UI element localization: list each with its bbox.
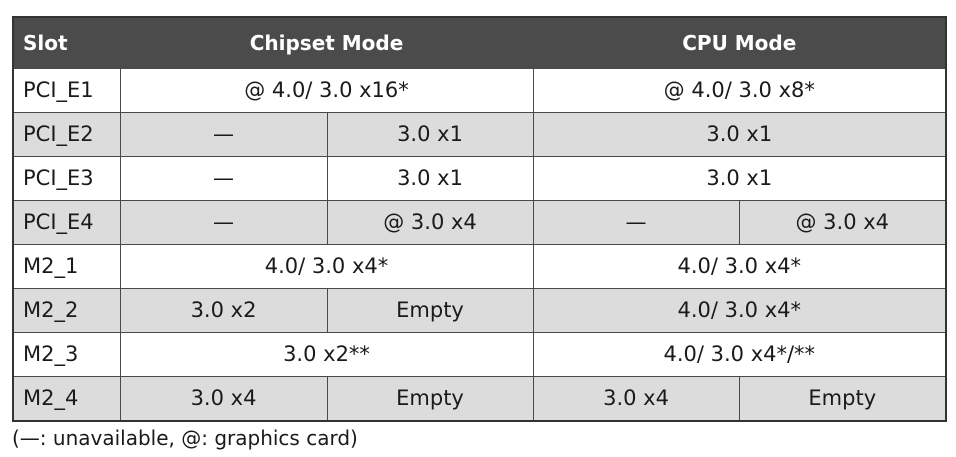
cpu-mode-cell: 4.0/ 3.0 x4*/** (532, 332, 947, 377)
slot-name-cell: PCI_E3 (12, 156, 121, 201)
chipset-mode-cell: @ 3.0 x4 (326, 200, 534, 245)
table-row: PCI_E3 — 3.0 x1 3.0 x1 (12, 156, 947, 201)
slot-name-cell: PCI_E1 (12, 68, 121, 113)
cpu-mode-cell: @ 3.0 x4 (738, 200, 947, 245)
slot-name-cell: M2_2 (12, 288, 121, 333)
chipset-mode-cell: 4.0/ 3.0 x4* (119, 244, 534, 289)
cpu-mode-cell: 3.0 x4 (532, 376, 740, 421)
table-row: M2_1 4.0/ 3.0 x4* 4.0/ 3.0 x4* (12, 244, 947, 289)
slot-name-cell: M2_1 (12, 244, 121, 289)
chipset-mode-cell: 3.0 x4 (119, 376, 328, 421)
slot-name-cell: M2_3 (12, 332, 121, 377)
table-row: M2_3 3.0 x2** 4.0/ 3.0 x4*/** (12, 332, 947, 377)
cpu-mode-cell: Empty (738, 376, 947, 421)
slot-configuration-table: Slot Chipset Mode CPU Mode PCI_E1 @ 4.0/… (12, 16, 948, 422)
table-row: M2_2 3.0 x2 Empty 4.0/ 3.0 x4* (12, 288, 947, 333)
slot-name-cell: M2_4 (12, 376, 121, 421)
cpu-mode-cell: 4.0/ 3.0 x4* (532, 244, 947, 289)
cpu-mode-cell: 3.0 x1 (532, 112, 947, 157)
chipset-mode-cell: — (119, 200, 328, 245)
cpu-mode-column-header: CPU Mode (532, 16, 947, 69)
slot-name-cell: PCI_E4 (12, 200, 121, 245)
cpu-mode-cell: — (532, 200, 740, 245)
table-header-row: Slot Chipset Mode CPU Mode (12, 16, 947, 69)
chipset-mode-cell: 3.0 x1 (326, 156, 534, 201)
chipset-mode-cell: Empty (326, 288, 534, 333)
table-row: PCI_E2 — 3.0 x1 3.0 x1 (12, 112, 947, 157)
table-legend: (—: unavailable, @: graphics card) (12, 426, 358, 450)
cpu-mode-cell: 4.0/ 3.0 x4* (532, 288, 947, 333)
chipset-mode-cell: — (119, 156, 328, 201)
chipset-mode-cell: @ 4.0/ 3.0 x16* (119, 68, 534, 113)
chipset-mode-cell: 3.0 x2 (119, 288, 328, 333)
table-row: M2_4 3.0 x4 Empty 3.0 x4 Empty (12, 376, 947, 421)
chipset-mode-cell: 3.0 x1 (326, 112, 534, 157)
slot-name-cell: PCI_E2 (12, 112, 121, 157)
table-row: PCI_E4 — @ 3.0 x4 — @ 3.0 x4 (12, 200, 947, 245)
chipset-mode-cell: Empty (326, 376, 534, 421)
chipset-mode-cell: 3.0 x2** (119, 332, 534, 377)
chipset-mode-cell: — (119, 112, 328, 157)
cpu-mode-cell: 3.0 x1 (532, 156, 947, 201)
cpu-mode-cell: @ 4.0/ 3.0 x8* (532, 68, 947, 113)
chipset-mode-column-header: Chipset Mode (119, 16, 534, 69)
slot-column-header: Slot (12, 16, 121, 69)
table-row: PCI_E1 @ 4.0/ 3.0 x16* @ 4.0/ 3.0 x8* (12, 68, 947, 113)
